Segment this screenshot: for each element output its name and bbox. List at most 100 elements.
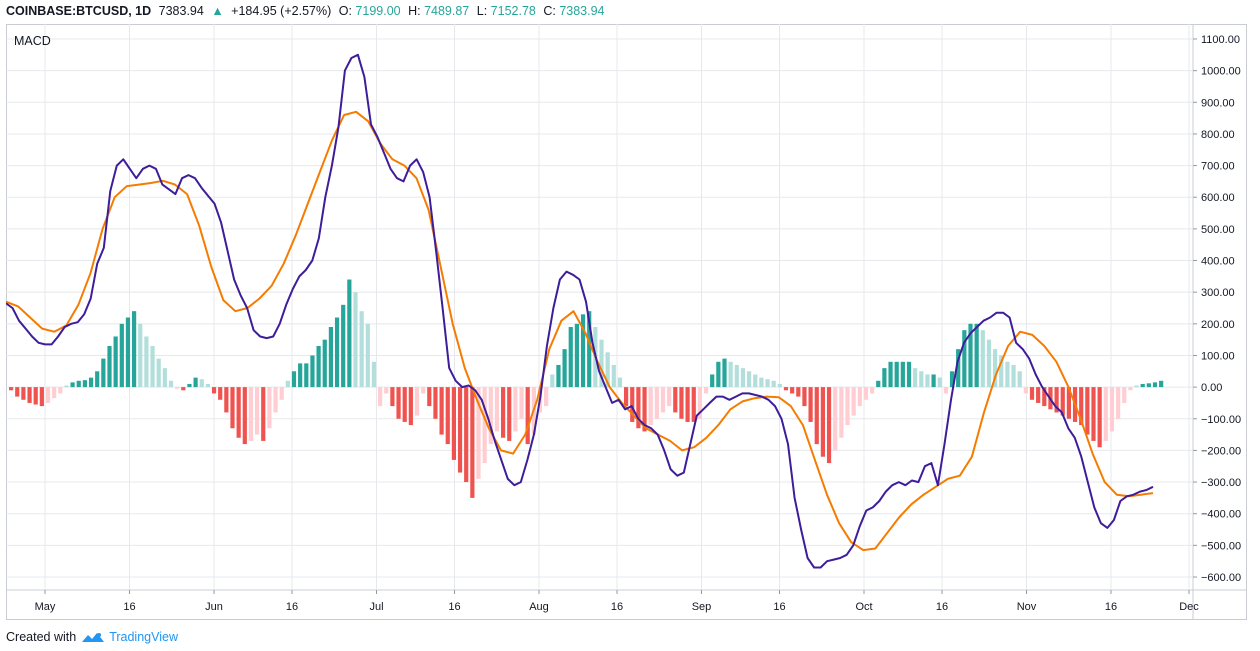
histogram-bar xyxy=(334,317,340,388)
histogram-bar xyxy=(353,292,358,388)
histogram-bar xyxy=(408,387,413,426)
signal-line xyxy=(5,110,1154,552)
indicator-title[interactable]: MACD xyxy=(14,34,51,48)
y-tick-label: 300.00 xyxy=(1201,287,1235,299)
histogram-bar xyxy=(980,330,985,388)
histogram-bar xyxy=(968,323,973,388)
close-value: 7383.94 xyxy=(559,4,605,18)
histogram-bar xyxy=(1042,387,1047,407)
created-with-text: Created with xyxy=(6,630,77,644)
histogram-bar xyxy=(525,387,530,445)
histogram-bar xyxy=(906,361,912,388)
x-tick-label: 16 xyxy=(936,601,948,613)
histogram-bar xyxy=(58,387,63,394)
y-tick-label: −300.00 xyxy=(1201,477,1241,489)
x-tick-label: 16 xyxy=(123,601,135,613)
histogram-bar xyxy=(599,339,604,388)
histogram-bar xyxy=(384,387,389,394)
histogram-bar xyxy=(574,323,579,388)
price-axis[interactable]: 1100.00 1000.00 900.00 800.00 700.00 600.00 50… xyxy=(1193,34,1241,584)
histogram-bar xyxy=(267,387,272,429)
macd-chart-svg[interactable]: 1100.00 1000.00 900.00 800.00 700.00 600.00 50… xyxy=(5,24,1247,620)
histogram-bar xyxy=(482,387,487,464)
histogram-bar xyxy=(562,349,567,388)
histogram-bar xyxy=(230,387,235,429)
histogram-bar xyxy=(279,387,284,400)
y-tick-label: 1000.00 xyxy=(1201,66,1241,78)
histogram-bar xyxy=(722,358,727,388)
histogram-bar xyxy=(27,387,32,403)
histogram-bar xyxy=(1029,387,1035,400)
histogram-bar xyxy=(248,387,254,441)
histogram-bar xyxy=(427,387,432,407)
histogram-bar xyxy=(765,379,770,388)
symbol-header: COINBASE:BTCUSD, 1D 7383.94 ▲ +184.95 (+… xyxy=(6,2,609,20)
histogram-bar xyxy=(833,387,838,451)
histogram-bar xyxy=(45,387,51,403)
histogram-bar xyxy=(1036,387,1041,403)
histogram-bar xyxy=(1146,383,1151,388)
histogram-bar xyxy=(937,377,942,388)
histogram-bar xyxy=(802,387,807,407)
histogram-bar xyxy=(1159,380,1164,388)
histogram-bar xyxy=(544,387,549,407)
histogram-bars xyxy=(9,279,1164,498)
histogram-bar xyxy=(851,387,856,416)
x-tick-label: Jun xyxy=(205,601,223,613)
histogram-bar xyxy=(359,311,364,388)
histogram-bar xyxy=(673,387,678,413)
histogram-bar xyxy=(1023,387,1028,394)
histogram-bar xyxy=(654,387,659,419)
histogram-bar xyxy=(882,368,887,388)
symbol-label[interactable]: COINBASE:BTCUSD, 1D xyxy=(6,4,152,18)
histogram-bar xyxy=(439,387,444,435)
histogram-bar xyxy=(826,387,832,464)
histogram-bar xyxy=(488,387,493,445)
tradingview-link[interactable]: TradingView xyxy=(80,630,178,644)
histogram-bar xyxy=(285,380,290,388)
histogram-bar xyxy=(464,387,469,483)
histogram-bar xyxy=(685,387,690,422)
histogram-bar xyxy=(507,387,512,441)
open-value: 7199.00 xyxy=(355,4,401,18)
histogram-bar xyxy=(261,387,266,441)
histogram-bar xyxy=(624,387,629,407)
histogram-bar xyxy=(1091,387,1096,441)
x-tick-label: Aug xyxy=(529,601,549,613)
histogram-bar xyxy=(580,314,586,388)
histogram-bar xyxy=(328,326,333,388)
histogram-bar xyxy=(70,382,75,388)
histogram-bar xyxy=(211,387,217,394)
y-tick-label: 700.00 xyxy=(1201,161,1235,173)
histogram-bar xyxy=(470,387,475,498)
x-tick-label: Dec xyxy=(1179,601,1199,613)
time-axis[interactable]: May 16 Jun 16 Jul 16 Aug 16 Sep 16 Oct 16 Nov 16 Dec xyxy=(35,590,1200,613)
histogram-bar xyxy=(322,339,327,388)
x-tick-label: 16 xyxy=(286,601,298,613)
histogram-bar xyxy=(378,387,383,407)
histogram-bar xyxy=(814,387,819,445)
histogram-bar xyxy=(168,380,174,388)
histogram-bar xyxy=(1085,387,1090,435)
histogram-bar xyxy=(790,387,795,394)
macd-chart-pane[interactable]: 1100.00 1000.00 900.00 800.00 700.00 600.00 50… xyxy=(5,24,1247,620)
histogram-bar xyxy=(1011,364,1016,388)
histogram-bar xyxy=(1054,387,1059,413)
histogram-bar xyxy=(605,352,610,388)
histogram-bar xyxy=(64,385,69,388)
histogram-bar xyxy=(273,387,278,413)
histogram-bar xyxy=(667,387,672,407)
histogram-bar xyxy=(993,349,998,388)
histogram-bar xyxy=(107,345,112,388)
histogram-bar xyxy=(974,323,979,388)
histogram-bar xyxy=(679,387,684,419)
indicator-lines xyxy=(5,53,1154,569)
histogram-bar xyxy=(476,387,481,479)
histogram-bar xyxy=(310,355,315,388)
y-tick-label: 800.00 xyxy=(1201,129,1235,141)
histogram-bar xyxy=(808,387,813,422)
y-tick-label: −400.00 xyxy=(1201,509,1241,521)
histogram-bar xyxy=(396,387,401,419)
histogram-bar xyxy=(630,387,635,422)
tradingview-brand[interactable]: TradingView xyxy=(109,630,178,644)
